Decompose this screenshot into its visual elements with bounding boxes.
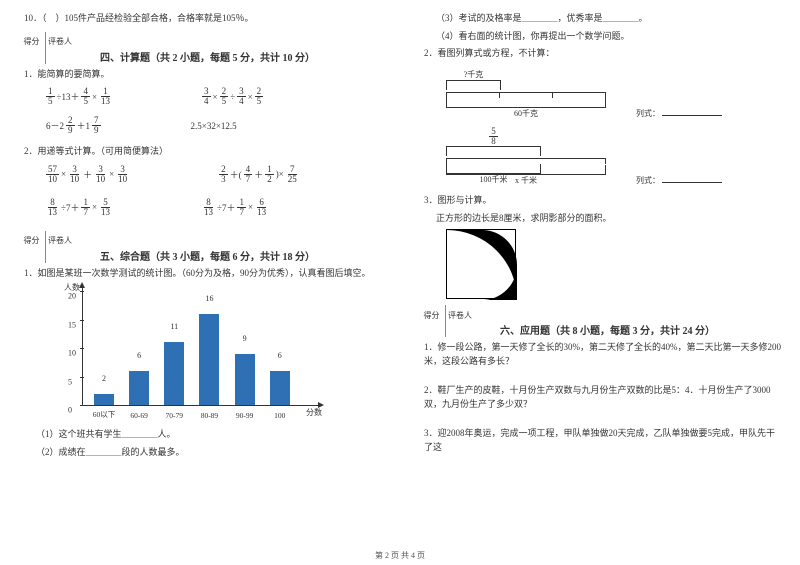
section6-header: 得分 评卷人 六、应用题（共 8 小题，每题 3 分，共计 24 分） — [418, 305, 782, 337]
score-blank-2c[interactable] — [446, 325, 474, 337]
score-blank-1b[interactable] — [18, 251, 46, 263]
ytick: 5 — [68, 377, 72, 386]
sec5-q2: 2．看图列算式或方程，不计算： — [424, 47, 782, 61]
diag2-top-frac: 58 — [446, 127, 541, 146]
sec5-q3-text: 正方形的边长是8厘米，求阴影部分的面积。 — [436, 212, 782, 226]
section5-header: 得分 评卷人 五、综合题（共 3 小题，每题 6 分，共计 18 分） — [18, 231, 382, 263]
section6-title: 六、应用题（共 8 小题，每题 3 分，共计 24 分） — [500, 322, 715, 337]
bar-value: 6 — [270, 351, 290, 360]
expr-1a: 15 ÷13＋ 45 × 113 — [46, 87, 112, 106]
score-label-1c: 得分 — [418, 305, 446, 325]
expr-1d: 2.5×32×12.5 — [191, 116, 237, 135]
sec6-q1: 1．修一段公路，第一天修了全长的30%，第二天修了全长的40%，第二天比第一天多… — [424, 341, 782, 368]
expr-1b: 34 × 25 ÷ 34 × 25 — [202, 87, 263, 106]
xtick: 70-79 — [159, 411, 189, 420]
bar-value: 11 — [164, 322, 184, 331]
diag1-top-label: ?千克 — [446, 69, 501, 80]
score-label-2: 评卷人 — [46, 32, 74, 52]
score-box-6: 得分 评卷人 — [418, 305, 474, 337]
bar-value: 2 — [94, 374, 114, 383]
diag2-bottom2: x 千米 — [446, 175, 606, 186]
score-label-2c: 评卷人 — [446, 305, 474, 325]
sec5-q3: 3．图形与计算。 — [424, 194, 782, 208]
math-row-3: 5710 × 310 ＋ 310 × 310 23 ＋( 47 ＋ 12 )× … — [46, 165, 382, 184]
diagram-1: ?千克 60千克 列式： — [446, 69, 782, 119]
bar-chart: 人数 分数 05101520260以下660-691170-791680-899… — [58, 284, 318, 424]
bar — [164, 342, 184, 405]
xtick: 90-99 — [230, 411, 260, 420]
sec4-q2: 2．用递等式计算。（可用简便算法） — [24, 145, 382, 159]
bar-value: 6 — [129, 351, 149, 360]
math-row-2: 6－2 29 ＋1 79 2.5×32×12.5 — [46, 116, 382, 135]
score-blank-1[interactable] — [18, 52, 46, 64]
xtick: 60以下 — [89, 409, 119, 420]
sec5-sub2: （2）成绩在＿＿＿＿段的人数最多。 — [36, 446, 382, 460]
page-footer: 第 2 页 共 4 页 — [0, 550, 800, 561]
ytick: 15 — [68, 320, 76, 329]
score-label-1: 得分 — [18, 32, 46, 52]
bar — [235, 354, 255, 405]
expr-2d: 813 ÷7＋ 17 × 613 — [202, 198, 268, 217]
score-blank-2[interactable] — [46, 52, 74, 64]
y-axis — [82, 288, 83, 406]
sec6-q2: 2．鞋厂生产的皮鞋，十月份生产双数与九月份生产双数的比是5：4．十月份生产了30… — [424, 384, 782, 411]
bar-value: 16 — [199, 294, 219, 303]
score-box: 得分 评卷人 — [18, 32, 74, 64]
xtick: 100 — [265, 411, 295, 420]
sec6-q3: 3．迎2008年奥运，完成一项工程，甲队单独做20天完成，乙队单独做要5完成，甲… — [424, 427, 782, 454]
shaded-figure — [446, 229, 516, 299]
sec4-q1: 1．能简算的要简算。 — [24, 68, 382, 82]
bar — [129, 371, 149, 405]
sec5-q1: 1．如图是某班一次数学测试的统计图。（60分为及格，90分为优秀），认真看图后填… — [24, 267, 382, 281]
score-box-5: 得分 评卷人 — [18, 231, 74, 263]
expr-1c: 6－2 29 ＋1 79 — [46, 116, 101, 135]
bar — [94, 394, 114, 405]
x-axis-label: 分数 — [306, 407, 322, 418]
diagram-2: 58 100千米 x 千米 列式： — [446, 127, 782, 186]
expr-2c: 813 ÷7＋ 17 × 513 — [46, 198, 112, 217]
expr-2a: 5710 × 310 ＋ 310 × 310 — [46, 165, 129, 184]
x-axis — [82, 405, 318, 406]
expr-2b: 23 ＋( 47 ＋ 12 )× 725 — [219, 165, 299, 184]
section5-title: 五、综合题（共 3 小题，每题 6 分，共计 18 分） — [100, 248, 315, 263]
diag1-blank[interactable] — [662, 106, 722, 116]
sec5-sub4: （4）看右面的统计图，你再提出一个数学问题。 — [436, 30, 782, 44]
diag1-bottom-label: 60千克 — [446, 108, 606, 119]
xtick: 80-89 — [194, 411, 224, 420]
score-blank-1c[interactable] — [418, 325, 446, 337]
bar — [270, 371, 290, 405]
math-row-4: 813 ÷7＋ 17 × 513 813 ÷7＋ 17 × 613 — [46, 198, 382, 217]
section4-header: 得分 评卷人 四、计算题（共 2 小题，每题 5 分，共计 10 分） — [18, 32, 382, 64]
diag2-prompt: 列式： — [636, 176, 660, 185]
diag1-prompt: 列式： — [636, 109, 660, 118]
ytick: 20 — [68, 292, 76, 301]
diag2-blank[interactable] — [662, 173, 722, 183]
ytick: 10 — [68, 349, 76, 358]
q10-text: 10．（ ）105件产品经检验全部合格，合格率就是105％。 — [24, 12, 382, 26]
sec5-sub3: （3）考试的及格率是＿＿＿＿，优秀率是＿＿＿＿。 — [436, 12, 782, 26]
sec5-sub1: （1）这个班共有学生＿＿＿＿人。 — [36, 428, 382, 442]
math-row-1: 15 ÷13＋ 45 × 113 34 × 25 ÷ 34 × 25 — [46, 87, 382, 106]
score-blank-2b[interactable] — [46, 251, 74, 263]
bar — [199, 314, 219, 405]
bar-value: 9 — [235, 334, 255, 343]
score-label-1b: 得分 — [18, 231, 46, 251]
ytick: 0 — [68, 406, 72, 415]
xtick: 60-69 — [124, 411, 154, 420]
score-label-2b: 评卷人 — [46, 231, 74, 251]
section4-title: 四、计算题（共 2 小题，每题 5 分，共计 10 分） — [100, 49, 315, 64]
